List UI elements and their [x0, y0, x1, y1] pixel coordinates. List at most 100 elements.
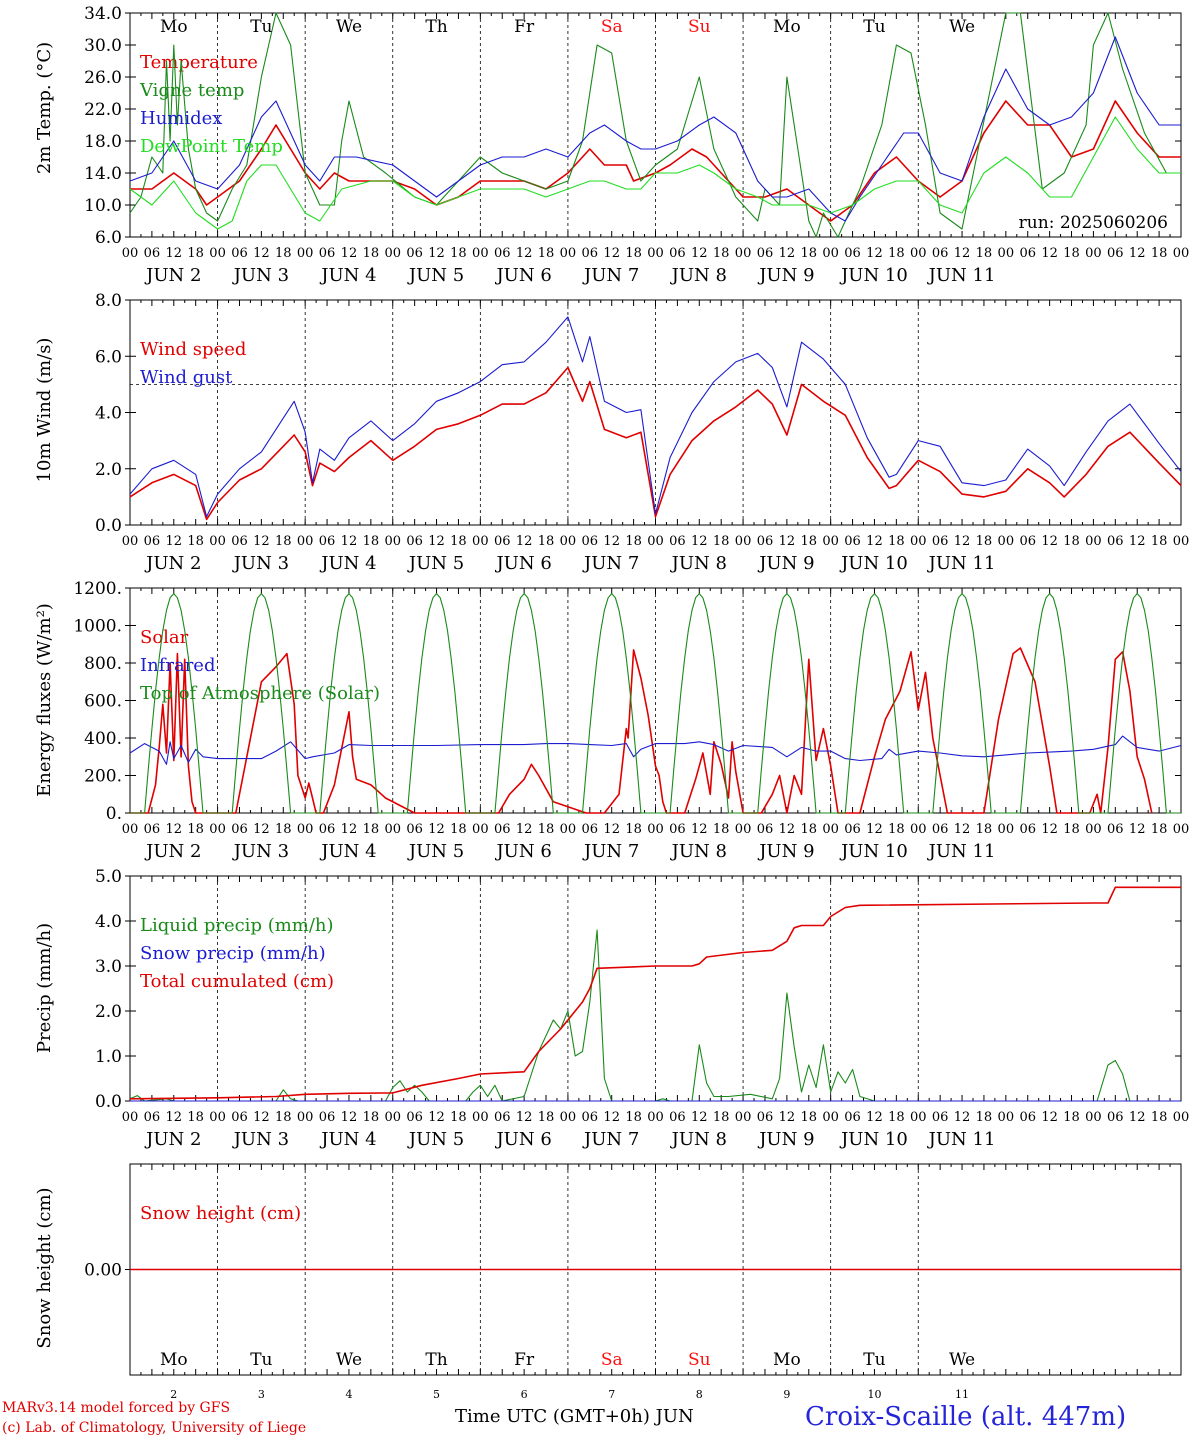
- hour-tick-label: 06: [932, 534, 949, 549]
- day-number: 8: [696, 1388, 703, 1400]
- y-tick-label: 6.0: [95, 347, 122, 367]
- hour-tick-label: 12: [253, 822, 270, 837]
- date-label: JUN 5: [407, 841, 464, 862]
- hour-tick-label: 18: [713, 822, 730, 837]
- y-tick-label: 600.: [84, 692, 122, 712]
- hour-tick-label: 00: [560, 534, 577, 549]
- hour-tick-label: 00: [1085, 1110, 1102, 1125]
- hour-tick-label: 12: [691, 246, 708, 261]
- hour-tick-label: 12: [954, 822, 971, 837]
- hour-tick-label: 18: [713, 534, 730, 549]
- hour-tick-label: 12: [428, 534, 445, 549]
- hour-tick-label: 06: [231, 534, 248, 549]
- hour-tick-label: 06: [844, 1110, 861, 1125]
- y-tick-label: 26.0: [84, 68, 122, 88]
- hour-tick-label: 18: [275, 534, 292, 549]
- hour-tick-label: 18: [888, 534, 905, 549]
- date-label: JUN 11: [927, 265, 996, 286]
- y-tick-label: 400.: [84, 729, 122, 749]
- y-tick-label: 10.0: [84, 196, 122, 216]
- day-number: 10: [867, 1388, 881, 1400]
- day-of-week: Fr: [514, 17, 535, 37]
- hour-tick-label: 18: [275, 246, 292, 261]
- day-of-week: Tu: [863, 1350, 885, 1370]
- hour-tick-label: 06: [757, 822, 774, 837]
- legend-entry: Total cumulated (cm): [140, 971, 334, 992]
- hour-tick-label: 06: [319, 534, 336, 549]
- y-tick-label: 0.: [106, 804, 122, 824]
- date-label: JUN 9: [757, 841, 814, 862]
- series-line: [129, 929, 1181, 1102]
- hour-tick-label: 00: [1173, 1110, 1190, 1125]
- hour-tick-label: 06: [1107, 246, 1124, 261]
- day-of-week: Th: [425, 17, 447, 37]
- day-of-week: Tu: [863, 17, 885, 37]
- date-label: JUN 9: [757, 1129, 814, 1150]
- hour-tick-label: 00: [910, 246, 927, 261]
- hour-tick-label: 12: [428, 1110, 445, 1125]
- day-of-week: Tu: [250, 17, 272, 37]
- hour-tick-label: 00: [647, 246, 664, 261]
- hour-tick-label: 00: [472, 1110, 489, 1125]
- hour-tick-label: 00: [998, 822, 1015, 837]
- hour-tick-label: 06: [231, 1110, 248, 1125]
- hour-tick-label: 06: [1107, 822, 1124, 837]
- meteogram-chart: 6.010.014.018.022.026.030.034.02m Temp. …: [34, 4, 1190, 1400]
- legend-entry: Humidex: [140, 108, 222, 129]
- hour-tick-label: 06: [494, 534, 511, 549]
- hour-tick-label: 00: [822, 534, 839, 549]
- date-label: JUN 3: [232, 265, 289, 286]
- hour-tick-label: 06: [757, 246, 774, 261]
- hour-tick-label: 12: [516, 822, 533, 837]
- hour-tick-label: 18: [1063, 1110, 1080, 1125]
- hour-tick-label: 06: [494, 1110, 511, 1125]
- series-line: [129, 316, 1182, 518]
- hour-tick-label: 18: [1151, 246, 1168, 261]
- y-tick-label: 14.0: [84, 164, 122, 184]
- hour-tick-label: 00: [297, 534, 314, 549]
- day-number: 4: [345, 1388, 352, 1400]
- date-label: JUN 6: [494, 265, 551, 286]
- hour-tick-label: 12: [253, 1110, 270, 1125]
- day-of-week: Sa: [601, 17, 623, 37]
- hour-tick-label: 18: [713, 246, 730, 261]
- hour-tick-label: 12: [428, 246, 445, 261]
- date-label: JUN 6: [494, 1129, 551, 1150]
- date-label: JUN 4: [319, 841, 376, 862]
- x-axis-month: JUN: [655, 1406, 694, 1427]
- hour-tick-label: 00: [910, 534, 927, 549]
- hour-tick-label: 18: [625, 534, 642, 549]
- hour-tick-label: 06: [319, 822, 336, 837]
- hour-tick-label: 12: [1041, 246, 1058, 261]
- y-tick-label: 30.0: [84, 36, 122, 56]
- date-label: JUN 10: [839, 1129, 908, 1150]
- wind-panel: 0.0 2.0 4.0 6.0 8.0 10m Wind (m/s) Wind speed W…: [34, 291, 1189, 574]
- hour-tick-label: 06: [1107, 534, 1124, 549]
- hour-tick-label: 00: [647, 1110, 664, 1125]
- hour-tick-label: 18: [363, 534, 380, 549]
- y-tick-label: 1000.: [73, 617, 122, 637]
- hour-tick-label: 06: [932, 246, 949, 261]
- date-label: JUN 7: [582, 1129, 639, 1150]
- hour-tick-label: 00: [472, 534, 489, 549]
- hour-tick-label: 00: [297, 1110, 314, 1125]
- hour-tick-label: 12: [779, 246, 796, 261]
- day-of-week: We: [949, 1350, 975, 1370]
- legend-entry: Snow height (cm): [140, 1203, 301, 1224]
- hour-tick-label: 12: [428, 822, 445, 837]
- legend-entry: Top of Atmosphere (Solar): [140, 683, 380, 704]
- hour-tick-label: 06: [1019, 534, 1036, 549]
- hour-tick-label: 12: [341, 1110, 358, 1125]
- hour-tick-label: 12: [866, 1110, 883, 1125]
- hour-tick-label: 00: [122, 822, 139, 837]
- date-label: JUN 8: [670, 1129, 727, 1150]
- hour-tick-label: 06: [582, 246, 599, 261]
- legend-entry: Wind gust: [140, 367, 233, 388]
- hour-tick-label: 00: [647, 534, 664, 549]
- hour-tick-label: 00: [735, 1110, 752, 1125]
- hour-tick-label: 12: [691, 1110, 708, 1125]
- series-line: [130, 593, 1181, 814]
- date-label: JUN 5: [407, 265, 464, 286]
- hour-tick-label: 00: [297, 246, 314, 261]
- y-tick-label: 8.0: [95, 291, 122, 311]
